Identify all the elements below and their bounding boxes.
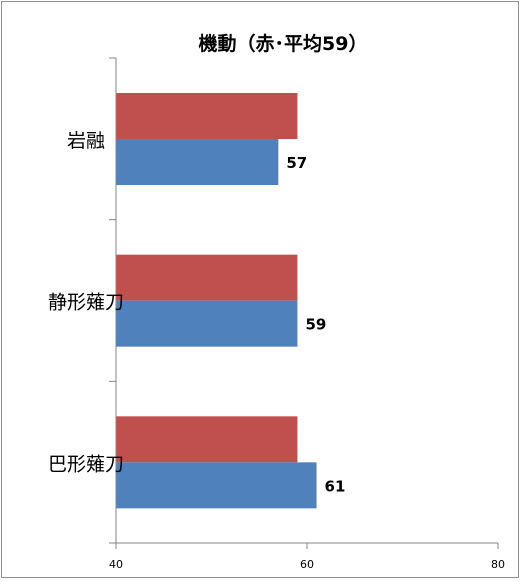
x-tick-label: 60 bbox=[300, 558, 314, 571]
bar-series1-1 bbox=[116, 93, 298, 139]
bar-series2-1 bbox=[116, 139, 279, 185]
bar-series1-3 bbox=[116, 416, 298, 463]
category-label: 静形薙刀 bbox=[48, 292, 124, 314]
bar-series2-3 bbox=[116, 462, 317, 509]
x-tick-label: 40 bbox=[109, 558, 123, 571]
bar-series2-2 bbox=[116, 300, 298, 347]
data-label: 61 bbox=[325, 477, 346, 495]
chart-title: 機動（赤･平均59） bbox=[199, 32, 368, 55]
bar-series1-2 bbox=[116, 254, 298, 301]
data-label: 57 bbox=[286, 154, 307, 172]
bars-layer bbox=[116, 93, 317, 509]
category-label: 巴形薙刀 bbox=[48, 453, 124, 475]
axes-layer bbox=[109, 57, 499, 549]
data-label: 59 bbox=[305, 316, 326, 334]
category-label: 岩融 bbox=[67, 130, 105, 152]
x-tick-label: 80 bbox=[491, 558, 505, 571]
labels-layer: 岩融 57 静形薙刀 59 巴形薙刀 61 40 60 80 bbox=[48, 130, 505, 571]
